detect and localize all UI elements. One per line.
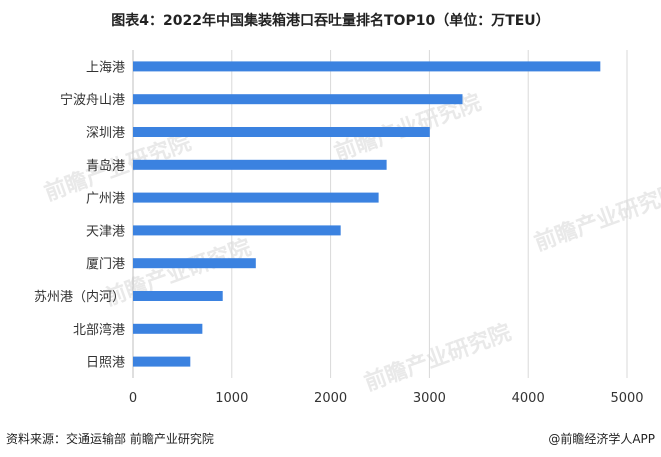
bar [133, 127, 430, 137]
category-label: 日照港 [86, 356, 125, 371]
brand-label: @前瞻经济学人APP [548, 432, 655, 446]
category-label: 青岛港 [86, 158, 125, 174]
category-label: 苏州港（内河） [34, 289, 125, 305]
category-label: 厦门港 [86, 257, 125, 272]
source-note: 资料来源：交通运输部 前瞻产业研究院 [6, 432, 214, 446]
category-label: 上海港 [86, 60, 125, 75]
x-tick-label: 0 [129, 391, 137, 406]
x-tick-label: 2000 [314, 391, 347, 406]
category-label: 广州港 [86, 192, 125, 207]
bar [133, 291, 223, 301]
category-label: 深圳港 [86, 126, 125, 141]
bar [133, 225, 341, 236]
bar [133, 258, 256, 269]
x-tick-label: 5000 [610, 391, 643, 406]
x-tick-label: 4000 [512, 391, 545, 406]
category-label: 天津港 [86, 224, 125, 239]
category-label: 宁波舟山港 [60, 92, 125, 108]
chart-title: 图表4：2022年中国集装箱港口吞吐量排名TOP10（单位：万TEU） [111, 13, 550, 29]
bar [133, 159, 387, 170]
category-label: 北部湾港 [73, 322, 125, 338]
x-tick-label: 3000 [413, 391, 446, 406]
bar [133, 61, 601, 72]
bar [133, 192, 379, 203]
bar [133, 323, 203, 334]
x-tick-label: 1000 [215, 391, 248, 406]
bar [133, 356, 191, 367]
bar [133, 94, 463, 105]
